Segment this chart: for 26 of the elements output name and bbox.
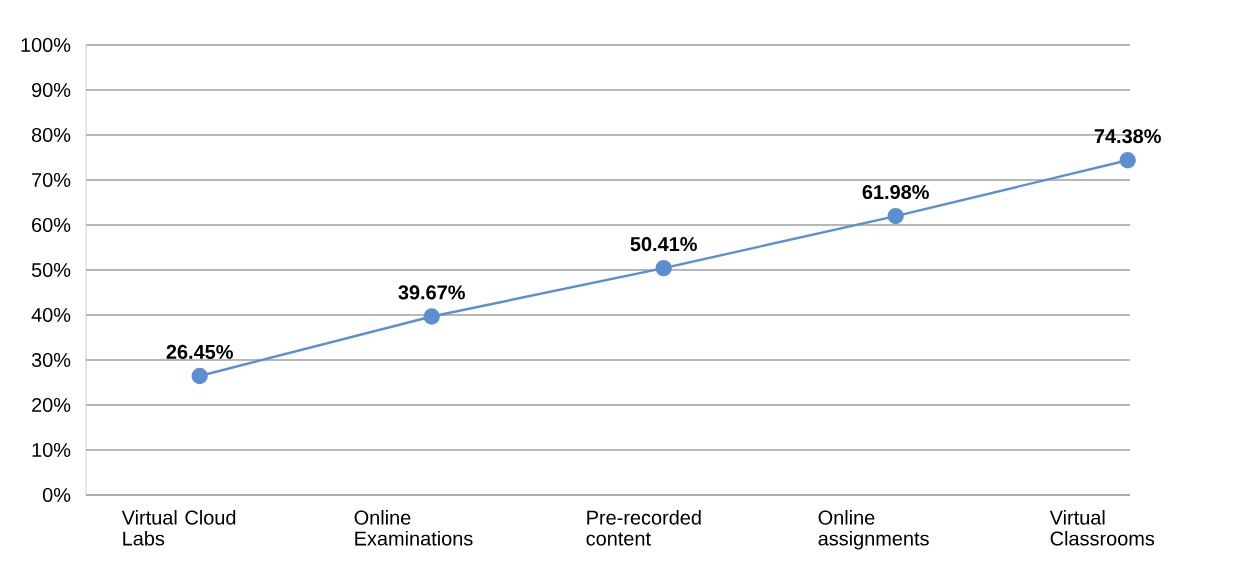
x-tick-label: Online assignments [818,510,929,550]
data-label: 26.45% [166,344,233,359]
x-tick-label: Online Examinations [354,510,473,546]
x-tick-label: Pre-recorded content [586,510,701,546]
y-tick-label: 80% [31,127,71,143]
y-tick-label: 30% [31,352,71,368]
y-tick-label: 40% [31,307,71,323]
data-label: 39.67% [398,285,465,300]
x-tick-label: Virtual Cloud Labs [121,510,236,546]
y-tick-label: 70% [32,172,71,188]
point [423,308,440,325]
y-tick-label: 60% [32,217,71,233]
y-tick-label: 20% [32,397,71,413]
y-tick-label: 0% [42,487,71,503]
y-tick-label: 10% [32,442,71,458]
x-tick-label: Virtual Classrooms [1049,510,1155,546]
point [191,367,208,385]
data-label: 50.41% [630,237,697,252]
y-tick-label: 100% [21,37,71,53]
point [887,207,904,225]
point [1119,152,1136,169]
data-label: 61.98% [862,184,929,200]
y-tick-label: 90% [32,82,71,98]
y-tick-label: 50% [31,262,71,278]
point [655,259,672,277]
data-label: 74.38% [1094,129,1161,144]
